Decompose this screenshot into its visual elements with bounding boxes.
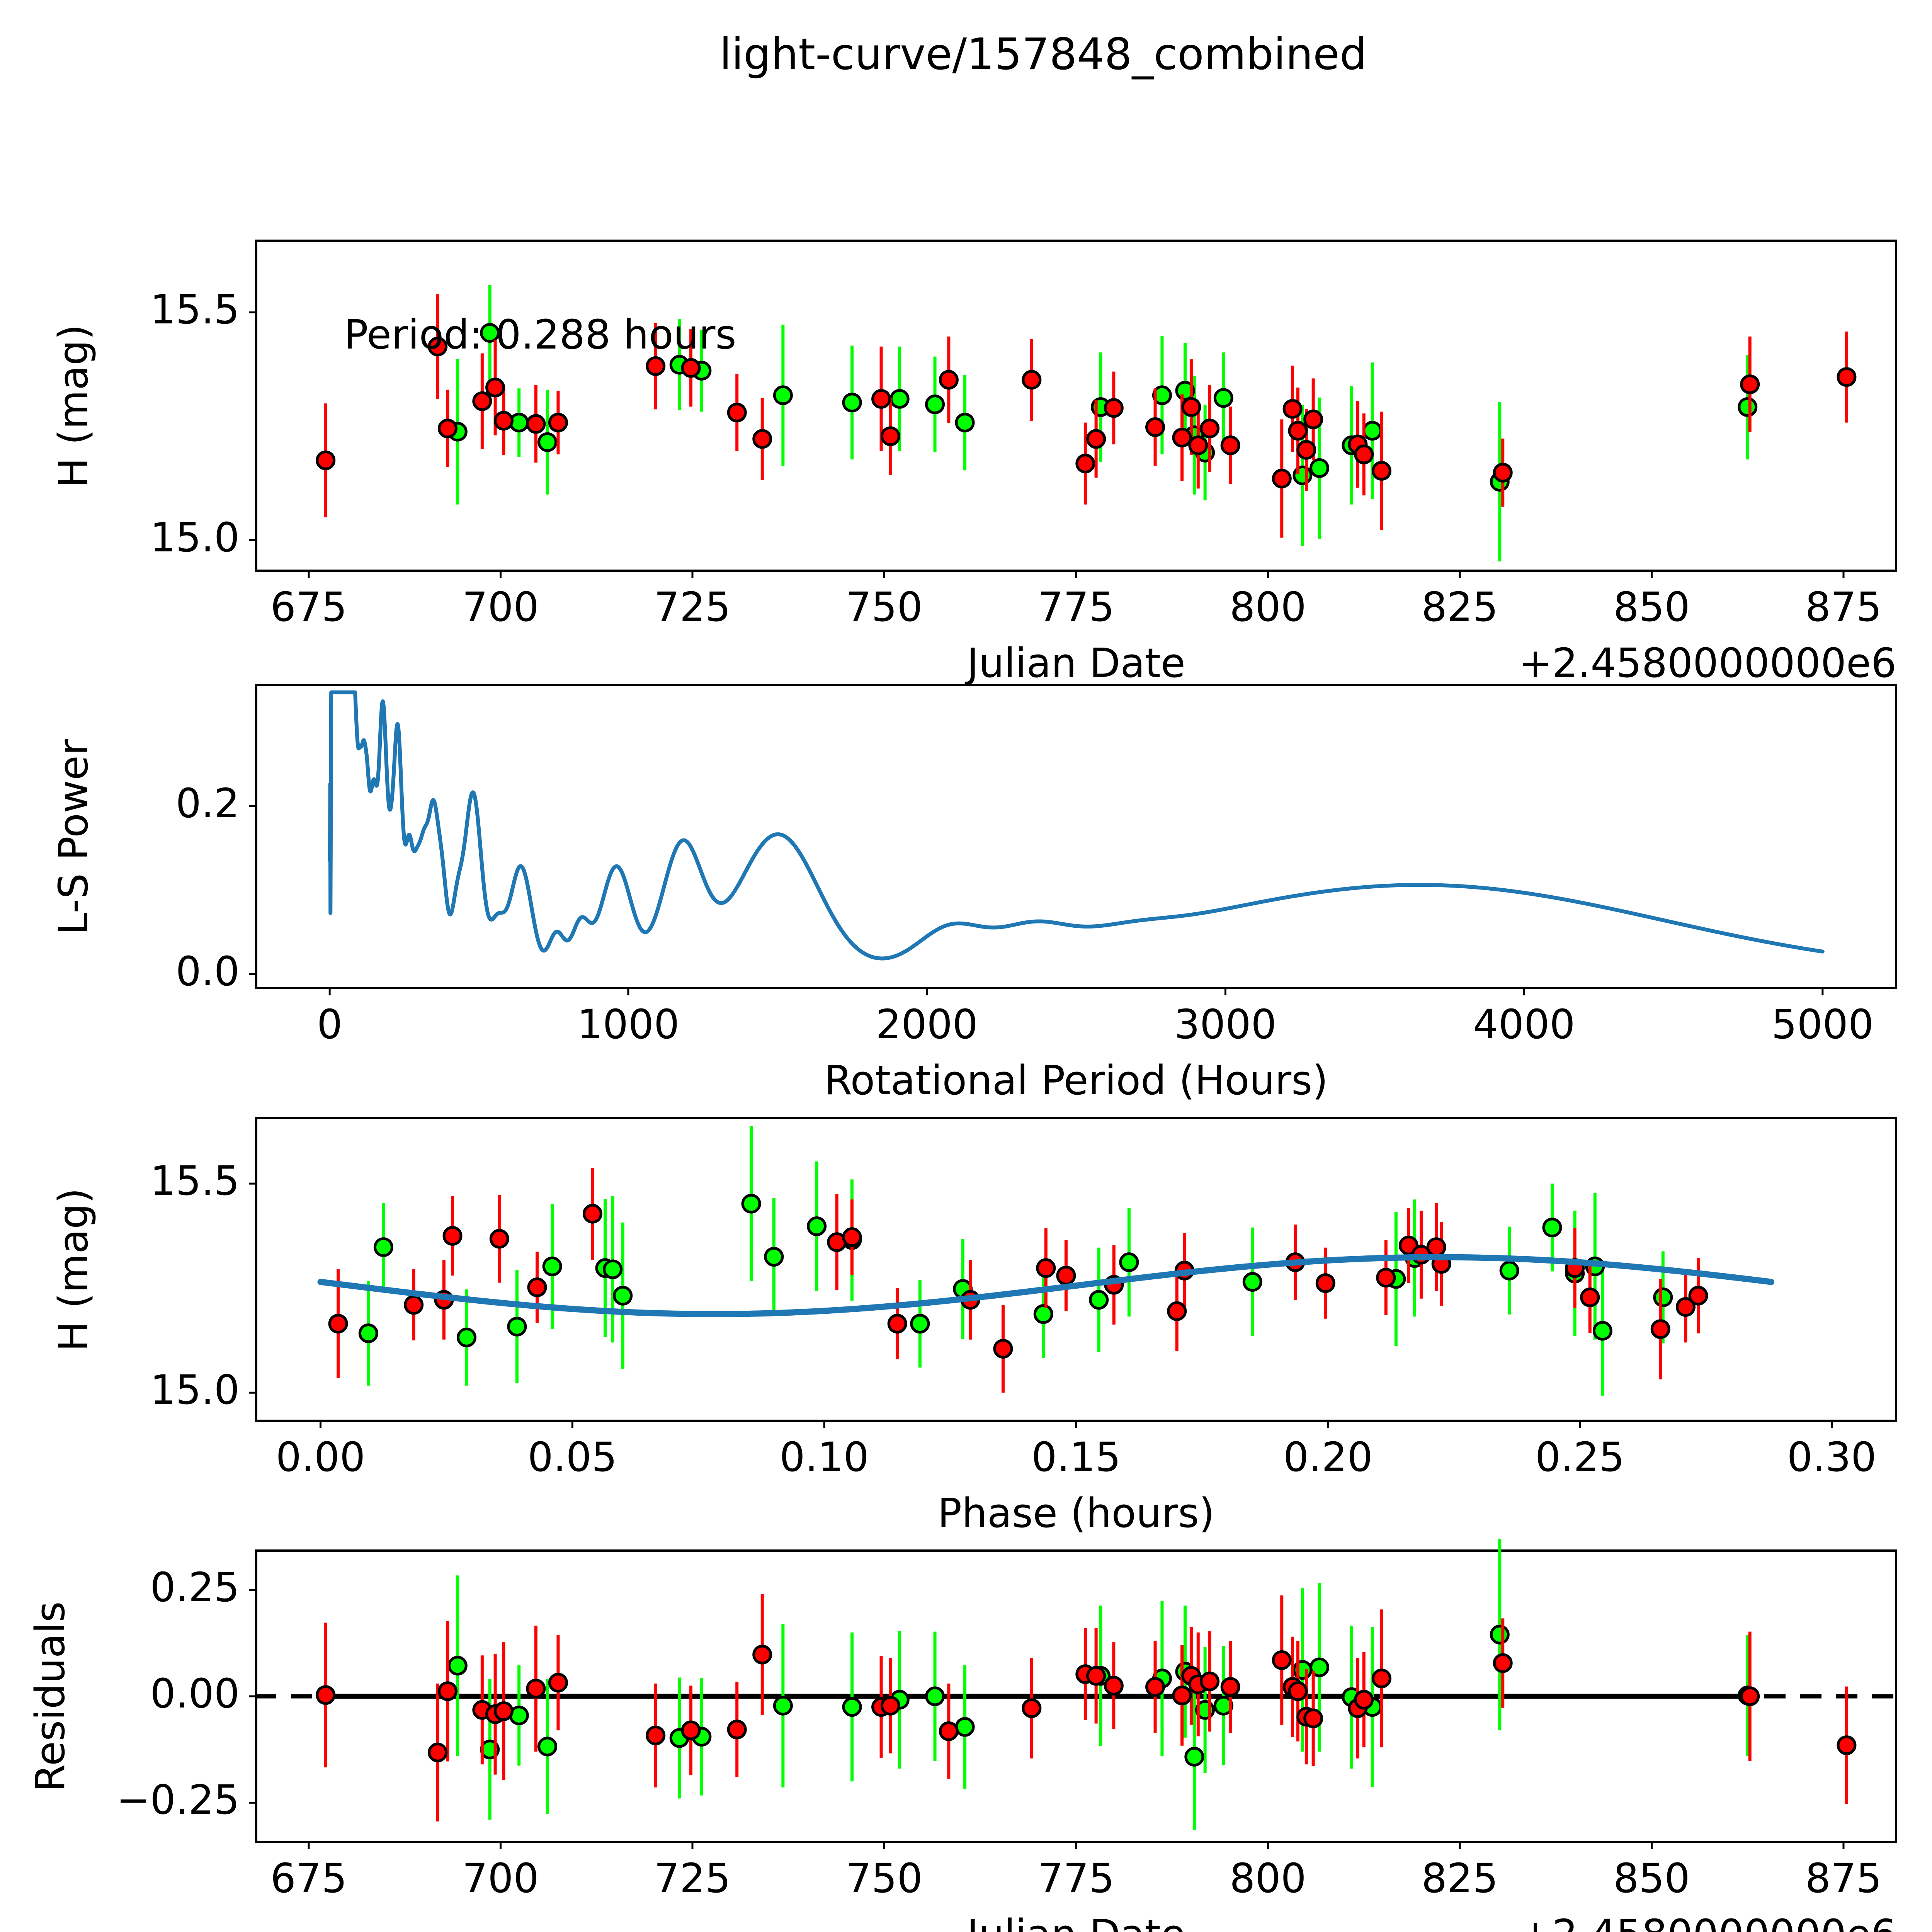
plot-area-lightcurve: [249, 285, 1857, 578]
xtick-label: 725: [654, 1855, 731, 1902]
xlabel-periodogram: Rotational Period (Hours): [824, 1057, 1328, 1104]
xtick-label: 700: [462, 583, 539, 631]
axes-frame-phase-folded: [255, 1117, 1897, 1422]
xtick-label: 0.20: [1283, 1434, 1373, 1481]
ytick-label: 0.0: [175, 947, 240, 995]
axes-frame-periodogram: [255, 684, 1897, 989]
plot-area-residuals: [249, 1539, 1897, 1849]
xtick-label: 675: [270, 583, 347, 631]
xtick-label: 750: [846, 1855, 923, 1902]
ytick-label: 15.0: [150, 514, 240, 561]
ytick-label: 0.00: [150, 1670, 240, 1717]
panel-phase-folded: [249, 1117, 1897, 1428]
xtick-label: 0.30: [1787, 1434, 1877, 1481]
panel-periodogram: [249, 684, 1897, 995]
xtick-label: 0.15: [1031, 1434, 1121, 1481]
figure-title: light-curve/157848_combined: [719, 29, 1367, 80]
xtick-label: 2000: [876, 1001, 978, 1048]
xtick-label: 700: [462, 1855, 539, 1902]
ytick-label: 0.2: [175, 779, 240, 827]
xtick-label: 775: [1037, 1855, 1115, 1902]
xtick-label: 0.00: [276, 1434, 366, 1481]
panel-residuals: [249, 1539, 1897, 1849]
xtick-label: 875: [1805, 1855, 1882, 1902]
ytick-label: 0.25: [150, 1563, 240, 1611]
xtick-label: 875: [1805, 583, 1882, 631]
xtick-label: 775: [1037, 583, 1115, 631]
xtick-label: 3000: [1174, 1001, 1277, 1048]
panel-lightcurve: Period: 0.288 hours: [249, 240, 1897, 578]
xtick-label: 675: [270, 1855, 347, 1902]
xtick-label: 0.25: [1535, 1434, 1625, 1481]
xtick-label: 825: [1421, 583, 1498, 631]
xaxis-offset-lightcurve: +2.4580000000e6: [1519, 639, 1897, 687]
axes-frame-lightcurve: [255, 240, 1897, 572]
xaxis-offset-residuals: +2.4580000000e6: [1519, 1911, 1896, 1932]
xtick-label: 800: [1230, 1855, 1306, 1902]
xtick-label: 800: [1230, 583, 1306, 631]
period-annotation: Period: 0.288 hours: [344, 311, 736, 358]
xlabel-lightcurve: Julian Date: [967, 639, 1185, 687]
xtick-label: 0.05: [527, 1434, 617, 1481]
xtick-label: 1000: [577, 1001, 680, 1048]
xtick-label: 850: [1613, 583, 1690, 631]
ytick-label: −0.25: [116, 1776, 240, 1824]
xtick-label: 825: [1421, 1855, 1498, 1902]
ytick-label: 15.0: [150, 1366, 240, 1414]
xtick-label: 0.10: [779, 1434, 869, 1481]
xtick-label: 4000: [1473, 1001, 1575, 1048]
plot-area-periodogram: [249, 690, 1825, 995]
xlabel-residuals: Julian Date: [806, 1911, 1347, 1932]
ytick-label: 15.5: [150, 286, 240, 333]
ytick-label: 15.5: [150, 1157, 240, 1205]
xtick-label: 725: [654, 583, 731, 631]
xtick-label: 850: [1613, 1855, 1690, 1902]
xtick-label: 5000: [1771, 1001, 1874, 1048]
xlabel-phase-folded: Phase (hours): [937, 1490, 1215, 1537]
xtick-label: 0: [317, 1001, 343, 1048]
plot-area-phase-folded: [249, 1126, 1833, 1428]
xtick-label: 750: [846, 583, 923, 631]
